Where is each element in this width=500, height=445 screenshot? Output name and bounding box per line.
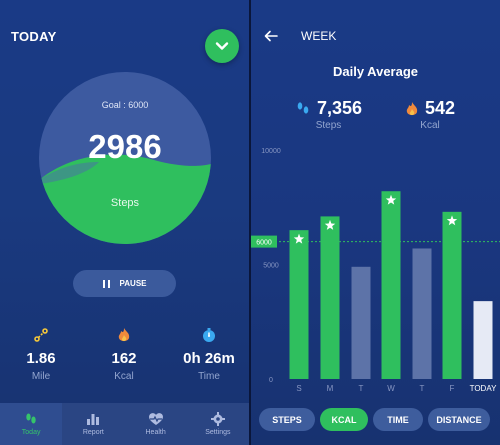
x-tick-label: TODAY	[470, 384, 497, 393]
chart-bar	[289, 230, 309, 379]
y-tick-label: 0	[269, 377, 273, 384]
check-button[interactable]	[205, 29, 239, 63]
stat-distance: 1.86 Mile	[6, 326, 76, 382]
x-tick-label: T	[420, 384, 425, 393]
tab-report[interactable]: Report	[62, 403, 124, 445]
avg-kcal-value: 542	[425, 98, 456, 118]
avg-kcal: 542 Kcal	[405, 98, 455, 131]
goal-star-icon	[293, 233, 305, 244]
chart-bar	[381, 191, 401, 379]
route-icon	[6, 326, 76, 344]
chart-bar	[351, 266, 371, 379]
distance-value: 1.86	[26, 350, 56, 367]
chevron-down-icon	[215, 42, 229, 50]
weekly-bar-chart: 10000 5000 0 6000 S M T W T F TODAY	[251, 148, 500, 393]
time-value: 0h 26m	[183, 350, 235, 367]
tab-health-label: Health	[145, 429, 166, 436]
chart-bar	[412, 248, 432, 379]
avg-steps-value: 7,356	[317, 98, 363, 118]
goal-text: Goal : 6000	[101, 100, 149, 110]
tab-settings[interactable]: Settings	[187, 403, 249, 445]
footprints-icon	[26, 413, 36, 424]
x-tick-label: M	[327, 384, 334, 393]
flame-icon	[406, 101, 418, 115]
tab-today[interactable]: Today	[0, 403, 63, 445]
tab-report-label: Report	[82, 429, 104, 436]
bottom-tab-bar: Today Report Health Settings	[0, 403, 249, 445]
x-tick-label: S	[296, 384, 301, 393]
chart-bar	[442, 211, 462, 379]
pill-steps[interactable]: STEPS	[259, 408, 315, 431]
tab-today-label: Today	[21, 429, 41, 436]
tab-settings-label: Settings	[205, 429, 231, 436]
steps-count: 2986	[88, 128, 162, 165]
pause-button[interactable]: PAUSE	[73, 270, 176, 297]
distance-label: Mile	[31, 371, 51, 382]
goal-star-icon	[385, 194, 397, 205]
pause-icon	[102, 279, 110, 288]
back-arrow-icon[interactable]	[263, 28, 279, 44]
tab-health[interactable]: Health	[125, 403, 187, 445]
page-title: TODAY	[11, 29, 57, 44]
y-tick-label: 5000	[263, 263, 279, 270]
steps-label: Steps	[110, 197, 140, 209]
pill-time[interactable]: TIME	[373, 408, 423, 431]
avg-steps: 7,356 Steps	[295, 98, 362, 131]
bar-chart-icon	[87, 414, 100, 425]
avg-kcal-label: Kcal	[420, 120, 440, 131]
x-tick-label: F	[450, 384, 455, 393]
pill-distance[interactable]: DISTANCE	[428, 408, 490, 431]
stat-time: 0h 26m Time	[174, 326, 244, 382]
pill-kcal[interactable]: KCAL	[320, 408, 368, 431]
week-screen: WEEK Daily Average 7,356 Steps 542 Kcal …	[251, 0, 500, 445]
avg-steps-label: Steps	[315, 120, 342, 131]
goal-line-label: 6000	[256, 240, 272, 247]
time-label: Time	[198, 371, 220, 382]
metric-selector: STEPS KCAL TIME DISTANCE	[259, 408, 499, 431]
kcal-label: Kcal	[114, 371, 134, 382]
gear-icon	[210, 412, 225, 426]
daily-average-heading: Daily Average	[332, 64, 419, 79]
y-tick-label: 10000	[261, 148, 281, 155]
x-tick-label: W	[387, 384, 395, 393]
footprints-icon	[297, 101, 309, 114]
chart-bar	[320, 216, 340, 379]
flame-icon	[89, 326, 159, 344]
goal-star-icon	[446, 215, 458, 226]
page-title: WEEK	[301, 29, 337, 43]
pause-label: PAUSE	[119, 279, 147, 288]
today-screen: TODAY Goal : 6000 2986 Steps PAUSE 1.86 …	[0, 0, 249, 445]
step-progress-circle: Goal : 6000 2986 Steps	[39, 72, 211, 244]
stat-kcal: 162 Kcal	[89, 326, 159, 382]
progress-wave	[39, 154, 211, 244]
heart-rate-icon	[148, 413, 163, 425]
goal-star-icon	[324, 219, 336, 230]
stopwatch-icon	[174, 326, 244, 344]
goal-line-badge	[251, 235, 277, 248]
kcal-value: 162	[111, 350, 137, 367]
x-tick-label: T	[359, 384, 364, 393]
chart-bar	[473, 301, 493, 379]
